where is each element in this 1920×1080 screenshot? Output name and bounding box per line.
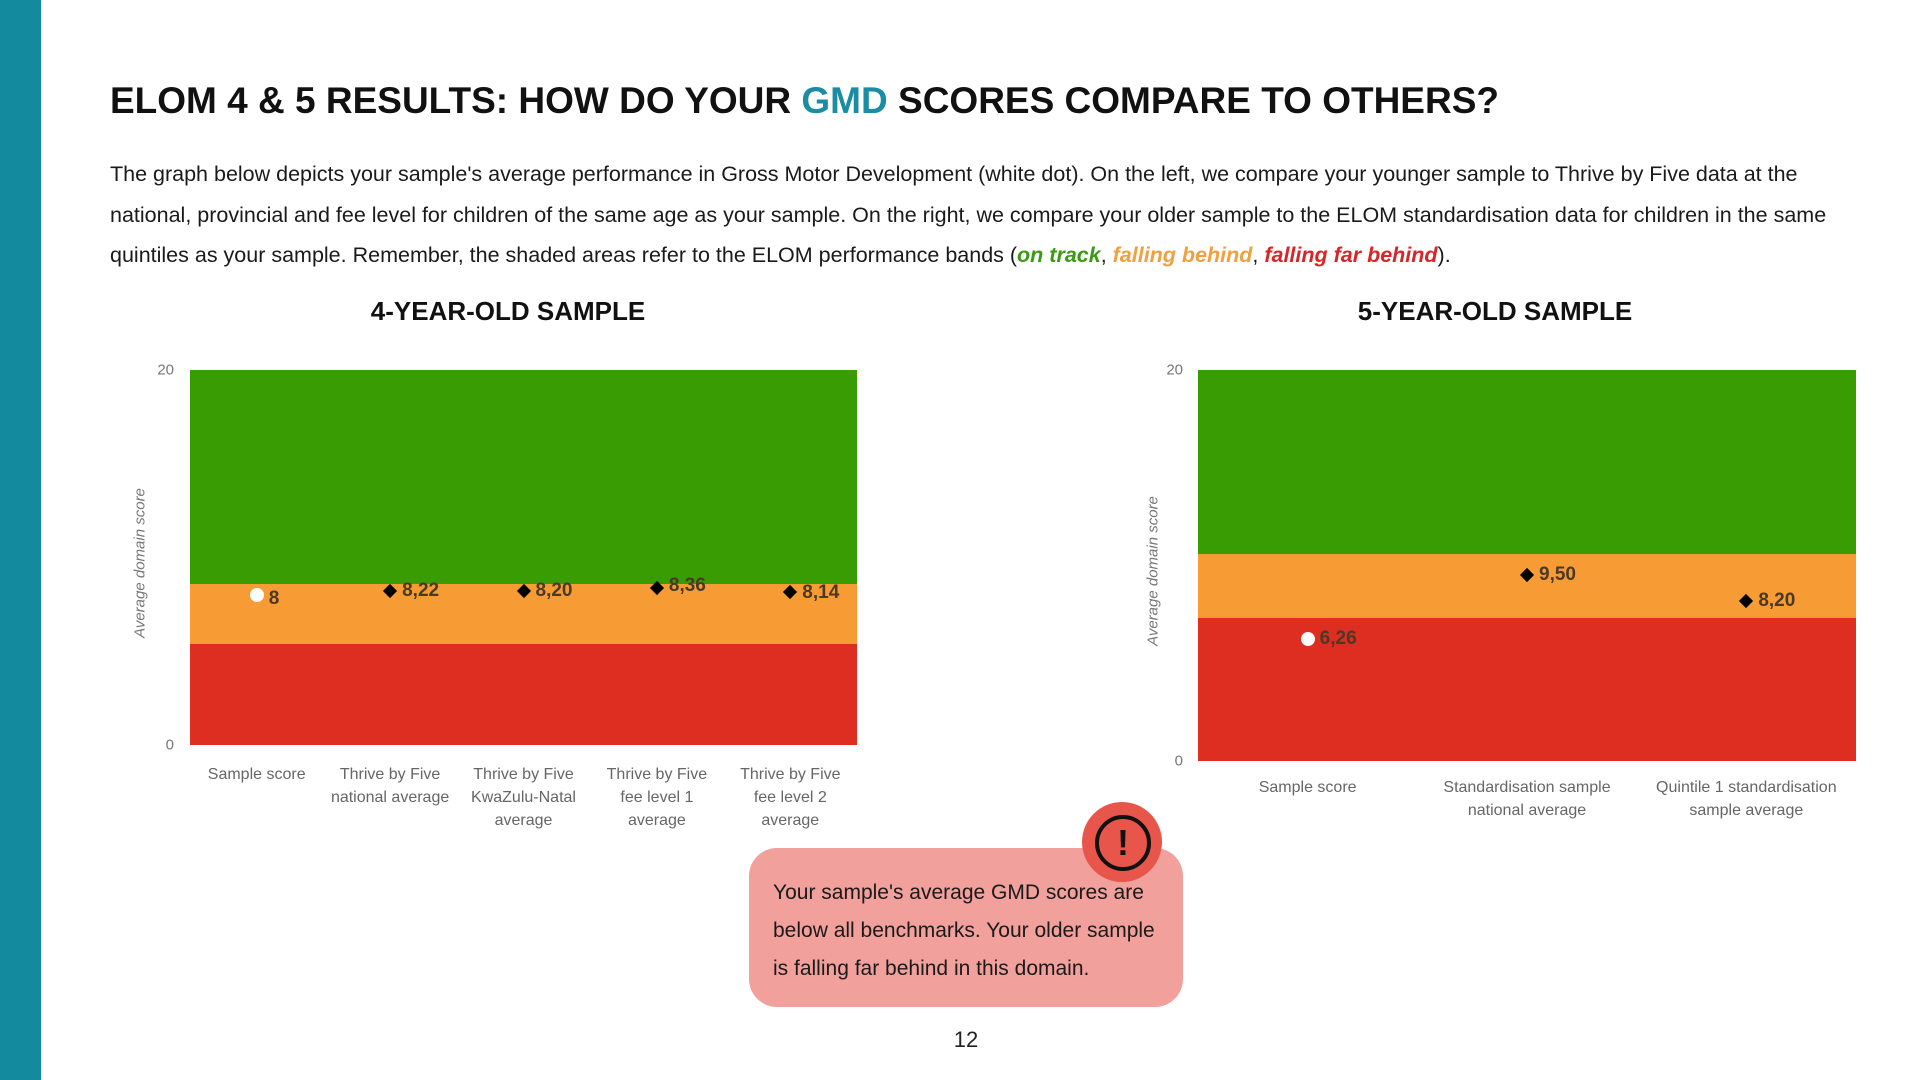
y-tick-label: 0: [1174, 752, 1183, 770]
x-category-label: Sample score: [207, 766, 306, 783]
data-point-label: 8,20: [1758, 589, 1796, 611]
data-point-label: 8,36: [668, 575, 706, 597]
intro-paragraph: The graph below depicts your sample's av…: [110, 154, 1830, 276]
sidebar-accent-bar: [0, 0, 41, 1080]
intro-end: ).: [1437, 243, 1451, 267]
data-point-label: 8,14: [802, 582, 840, 604]
sample-dot-marker: [249, 588, 264, 602]
y-tick-label: 20: [157, 361, 174, 379]
band-on-track: [190, 370, 857, 584]
legend-falling-far-behind: falling far behind: [1264, 243, 1438, 267]
legend-on-track: on track: [1017, 243, 1101, 267]
chart-title: 4-YEAR-OLD SAMPLE: [370, 296, 646, 326]
title-accent: GMD: [801, 80, 888, 121]
chart-title: 5-YEAR-OLD SAMPLE: [1357, 296, 1633, 326]
legend-falling-behind: falling behind: [1112, 243, 1253, 267]
legend-separator: ,: [1252, 243, 1265, 267]
sample-dot-marker: [1300, 631, 1315, 646]
x-category-label: Thrive by Five fee level 1 average: [606, 766, 708, 829]
page-number: 12: [953, 1027, 979, 1052]
data-point-label: 8,20: [535, 580, 573, 602]
y-tick-label: 20: [1166, 361, 1183, 379]
y-axis-label: Average domain score: [1144, 495, 1162, 646]
data-point-label: 6,26: [1319, 627, 1357, 649]
legend-separator: ,: [1100, 243, 1113, 267]
x-category-label: Quintile 1 standardisation sample average: [1656, 779, 1837, 819]
y-tick-label: 0: [165, 736, 174, 754]
x-category-label: Standardisation sample national average: [1443, 779, 1611, 819]
page-title: ELOM 4 & 5 RESULTS: HOW DO YOUR GMD SCOR…: [110, 80, 1499, 122]
data-point-label: 9,50: [1539, 564, 1576, 586]
band-falling-far-behind: [1198, 618, 1856, 761]
plot-area: [190, 370, 857, 745]
x-category-label: Thrive by Five fee level 2 average: [740, 766, 841, 829]
band-on-track: [1198, 370, 1856, 554]
y-axis-label: Average domain score: [131, 487, 149, 638]
x-category-label: Thrive by Five KwaZulu-Natal average: [471, 766, 576, 829]
data-point-label: 8: [268, 588, 280, 609]
intro-text: The graph below depicts your sample's av…: [110, 162, 1827, 267]
data-point-label: 8,22: [402, 579, 440, 601]
band-falling-behind: [1198, 553, 1856, 619]
plot-area: [1198, 370, 1856, 761]
band-falling-far-behind: [190, 643, 857, 745]
x-category-label: Sample score: [1258, 779, 1357, 796]
exclamation-mark: !: [1095, 815, 1151, 871]
title-text-end: SCORES COMPARE TO OTHERS?: [887, 80, 1499, 121]
exclamation-circle-icon: !: [1082, 802, 1162, 882]
title-text: ELOM 4 & 5 RESULTS: HOW DO YOUR: [110, 80, 802, 121]
callout-text: Your sample's average GMD scores are bel…: [773, 881, 1155, 980]
x-category-label: Thrive by Five national average: [330, 766, 450, 806]
